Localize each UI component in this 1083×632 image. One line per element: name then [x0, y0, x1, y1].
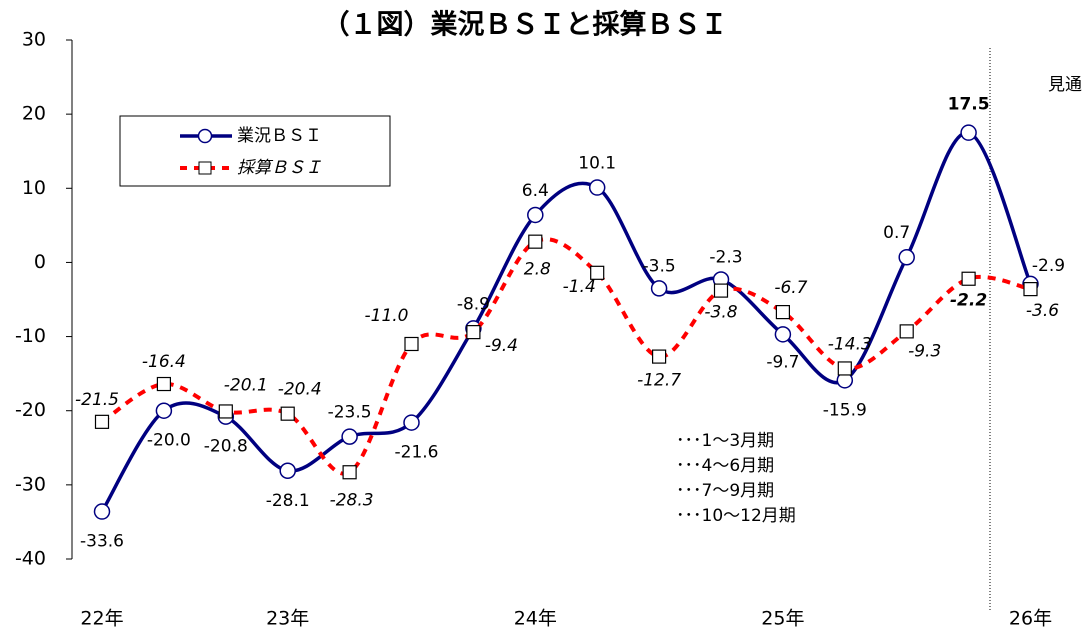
data-label: -28.3 — [330, 490, 374, 510]
data-label: -21.5 — [75, 390, 119, 410]
legend-swatch — [197, 128, 213, 144]
point — [651, 349, 667, 364]
y-tick-label: -10 — [15, 325, 46, 347]
point — [93, 503, 111, 520]
point — [218, 404, 233, 419]
annotation: ･･･10～12月期 — [676, 506, 796, 526]
data-label: -20.8 — [204, 437, 248, 457]
data-label: -3.8 — [704, 303, 737, 323]
point — [961, 271, 976, 286]
point — [155, 402, 173, 419]
data-label: -3.6 — [1026, 301, 1059, 321]
y-tick-label: -40 — [15, 548, 46, 570]
x-tick-label: 25年 — [761, 608, 804, 630]
point — [527, 206, 544, 224]
legend-label: 業況ＢＳＩ — [237, 126, 322, 146]
data-label: -23.5 — [328, 403, 372, 423]
data-label: -2.3 — [709, 247, 742, 267]
data-label: -33.6 — [80, 532, 124, 552]
y-tick-label: 0 — [34, 251, 46, 273]
point — [713, 283, 729, 298]
data-label: -2.9 — [1032, 256, 1065, 276]
point — [774, 326, 792, 343]
annotation: ･･･1～3月期 — [676, 431, 774, 451]
data-label: -11.0 — [365, 306, 409, 326]
data-label: 10.1 — [578, 154, 616, 174]
data-label: -12.7 — [637, 371, 681, 391]
point — [775, 305, 791, 320]
point — [650, 280, 668, 297]
annotation: ･･･7～9月期 — [676, 481, 774, 501]
data-label: -28.1 — [266, 491, 310, 511]
y-tick-label: 30 — [22, 29, 46, 51]
data-label: -20.1 — [224, 375, 268, 395]
data-label: -20.0 — [147, 431, 191, 451]
point — [404, 336, 419, 352]
data-label: 2.8 — [524, 260, 551, 280]
data-label: -9.7 — [766, 352, 799, 372]
x-tick-label: 23年 — [266, 608, 309, 630]
point — [1023, 282, 1038, 297]
data-label: -14.3 — [828, 334, 872, 354]
point — [279, 462, 296, 480]
point — [342, 465, 357, 480]
data-label: -15.9 — [823, 400, 867, 420]
point — [899, 324, 914, 339]
point — [341, 428, 358, 445]
x-tick-label: 24年 — [514, 608, 557, 630]
y-tick-label: 10 — [22, 177, 46, 199]
point — [898, 248, 915, 266]
data-label: 0.7 — [883, 223, 910, 243]
data-label: -2.2 — [950, 291, 987, 311]
y-tick-label: 20 — [22, 103, 46, 125]
data-label: -3.5 — [643, 256, 676, 276]
data-label: -1.4 — [563, 277, 596, 297]
point — [280, 406, 295, 421]
point — [960, 124, 977, 141]
data-label: -20.4 — [278, 380, 322, 400]
data-label: -9.4 — [485, 336, 518, 356]
data-label: 17.5 — [948, 95, 990, 115]
point — [528, 234, 543, 249]
series-line — [100, 237, 1031, 476]
point — [588, 179, 606, 196]
data-label: -9.3 — [908, 341, 941, 361]
point — [403, 414, 420, 431]
point — [94, 414, 110, 429]
legend — [119, 115, 391, 187]
point — [466, 325, 481, 340]
chart-title: （１図）業況ＢＳＩと採算ＢＳＩ — [323, 9, 728, 41]
annotation: ･･･4～6月期 — [676, 456, 774, 476]
x-tick-label: 26年 — [1009, 608, 1052, 630]
y-tick-label: -30 — [15, 473, 46, 495]
data-label: -6.7 — [774, 278, 807, 298]
y-tick-label: -20 — [15, 399, 46, 421]
data-label: -8.9 — [457, 294, 490, 314]
x-tick-label: 22年 — [80, 608, 123, 630]
data-label: -21.6 — [395, 443, 439, 463]
annotation: 見通し — [1048, 75, 1083, 95]
legend-label: 採算ＢＳＩ — [237, 158, 322, 178]
point — [590, 265, 605, 280]
point — [837, 361, 852, 376]
legend-swatch — [198, 161, 212, 175]
data-label: -16.4 — [142, 352, 186, 372]
data-label: 6.4 — [522, 181, 549, 201]
point — [156, 376, 171, 392]
